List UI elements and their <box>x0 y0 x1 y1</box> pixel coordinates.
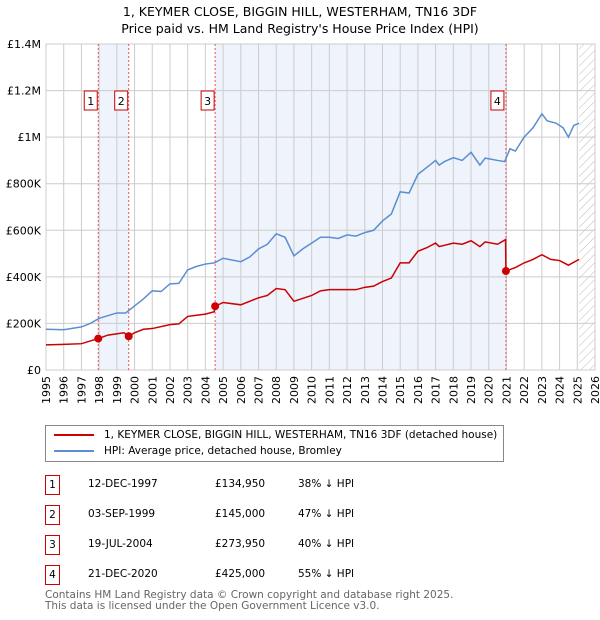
sale-marker-label: 2 <box>118 95 125 108</box>
sale-row: 1 12-DEC-1997 £134,950 38% ↓ HPI <box>45 475 445 495</box>
x-tick-label: 2015 <box>394 376 407 404</box>
y-tick-label: £1.2M <box>7 85 41 98</box>
x-tick-label: 1999 <box>111 376 124 404</box>
x-tick-label: 2011 <box>323 376 336 404</box>
hpi-line <box>45 112 580 331</box>
x-tick-label: 2009 <box>288 376 301 404</box>
legend-label-property: 1, KEYMER CLOSE, BIGGIN HILL, WESTERHAM,… <box>104 429 498 441</box>
legend-swatch-hpi <box>54 450 94 452</box>
x-tick-label: 2007 <box>253 376 266 404</box>
sale-price: £425,000 <box>215 568 266 580</box>
y-tick-label: £600K <box>6 224 42 237</box>
x-tick-label: 2002 <box>164 376 177 404</box>
x-tick-label: 1998 <box>93 376 106 404</box>
y-tick-label: £1M <box>18 131 42 144</box>
sale-number: 2 <box>45 505 60 525</box>
sale-marker-box <box>114 90 129 111</box>
sale-price: £134,950 <box>215 478 266 490</box>
sale-marker-box <box>200 90 215 111</box>
property-price-line <box>45 238 580 346</box>
sale-marker-label: 3 <box>204 95 211 108</box>
sale-hpi-diff: 55% ↓ HPI <box>298 568 355 580</box>
sale-price: £273,950 <box>215 538 266 550</box>
footer-copyright: Contains HM Land Registry data © Crown c… <box>45 589 454 601</box>
x-tick-label: 1997 <box>75 376 88 404</box>
y-tick-label: £800K <box>6 178 42 191</box>
footer-licence: This data is licensed under the Open Gov… <box>45 600 380 612</box>
sale-point <box>211 302 220 311</box>
x-tick-label: 2021 <box>500 376 513 404</box>
x-tick-label: 2018 <box>447 376 460 404</box>
x-tick-label: 2006 <box>235 376 248 404</box>
x-tick-label: 2016 <box>412 376 425 404</box>
x-tick-label: 2022 <box>518 376 531 404</box>
sale-number: 3 <box>45 535 60 555</box>
sale-point <box>124 332 133 341</box>
sale-date: 21-DEC-2020 <box>88 568 158 580</box>
sale-marker-label: 4 <box>494 95 501 108</box>
sale-number: 1 <box>45 475 60 495</box>
y-tick-label: £1.4M <box>7 38 41 51</box>
x-tick-label: 1996 <box>58 376 71 404</box>
sale-hpi-diff: 40% ↓ HPI <box>298 538 355 550</box>
x-tick-label: 2001 <box>146 376 159 404</box>
sale-price: £145,000 <box>215 508 266 520</box>
x-tick-label: 2000 <box>129 376 142 404</box>
y-tick-label: £0 <box>27 364 41 377</box>
x-tick-label: 2023 <box>536 376 549 404</box>
sale-point <box>501 267 510 276</box>
sale-row: 2 03-SEP-1999 £145,000 47% ↓ HPI <box>45 505 445 525</box>
sale-date: 03-SEP-1999 <box>88 508 156 520</box>
chart-legend: 1, KEYMER CLOSE, BIGGIN HILL, WESTERHAM,… <box>45 425 504 462</box>
sale-row: 4 21-DEC-2020 £425,000 55% ↓ HPI <box>45 565 445 585</box>
x-tick-label: 2008 <box>270 376 283 404</box>
sale-number: 4 <box>45 565 60 585</box>
x-tick-label: 1995 <box>40 376 53 404</box>
chart-title: 1, KEYMER CLOSE, BIGGIN HILL, WESTERHAM,… <box>122 4 478 19</box>
x-tick-label: 2005 <box>217 376 230 404</box>
x-tick-label: 2012 <box>341 376 354 404</box>
sale-point <box>94 334 103 343</box>
sale-hpi-diff: 47% ↓ HPI <box>298 508 355 520</box>
x-tick-label: 2019 <box>465 376 478 404</box>
legend-label-hpi: HPI: Average price, detached house, Brom… <box>104 445 342 457</box>
sale-date: 12-DEC-1997 <box>88 478 158 490</box>
legend-swatch-property <box>54 434 94 436</box>
x-tick-label: 2025 <box>571 376 584 404</box>
sale-hpi-diff: 38% ↓ HPI <box>298 478 355 490</box>
x-tick-label: 2003 <box>182 376 195 404</box>
sale-marker-box <box>490 90 505 111</box>
x-tick-label: 2017 <box>430 376 443 404</box>
y-tick-label: £400K <box>6 271 42 284</box>
sale-row: 3 19-JUL-2004 £273,950 40% ↓ HPI <box>45 535 445 555</box>
forecast-hatch <box>579 44 595 370</box>
x-tick-label: 2014 <box>376 376 389 404</box>
plot-border <box>45 43 596 371</box>
price-chart: 1995 1996 1997 1998 1999 2000 2001 2002 2003 2004… <box>6 38 600 404</box>
x-tick-label: 2026 <box>589 376 600 404</box>
y-tick-label: £200K <box>6 317 42 330</box>
chart-subtitle: Price paid vs. HM Land Registry's House … <box>121 21 479 36</box>
shaded-range <box>215 44 506 370</box>
x-tick-label: 2010 <box>306 376 319 404</box>
sale-marker-label: 1 <box>87 95 94 108</box>
x-tick-label: 2004 <box>199 376 212 404</box>
x-tick-label: 2024 <box>554 376 567 404</box>
x-tick-label: 2013 <box>359 376 372 404</box>
sale-date: 19-JUL-2004 <box>88 538 153 550</box>
x-tick-label: 2020 <box>483 376 496 404</box>
sale-marker-box <box>83 90 98 111</box>
